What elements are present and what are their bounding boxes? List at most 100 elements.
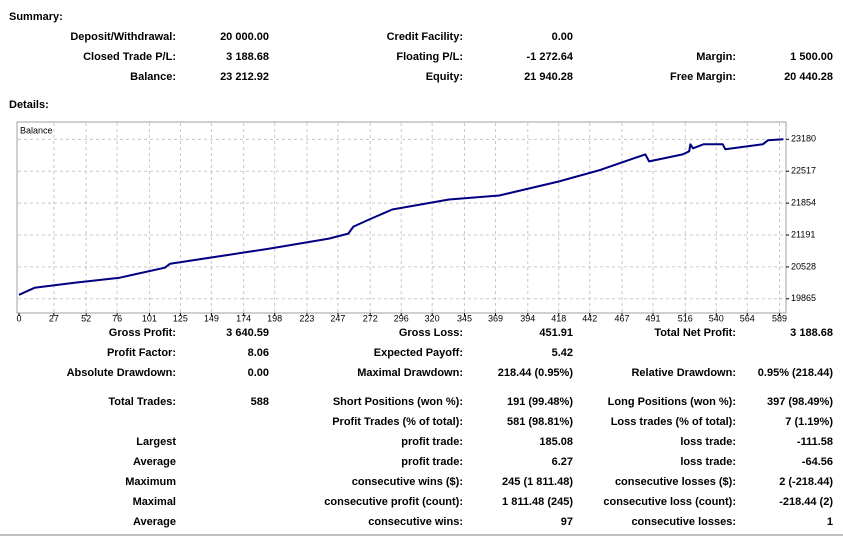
x-tick-label: 125 xyxy=(173,313,188,323)
balance-line xyxy=(18,138,784,296)
stat-value: -1 272.64 xyxy=(527,51,574,63)
x-tick-label: 540 xyxy=(709,313,724,323)
details-title: Details: xyxy=(9,99,49,111)
stat-label: Maximal Drawdown: xyxy=(357,367,463,379)
stat-label: Closed Trade P/L: xyxy=(83,51,176,63)
stat-value: 6.27 xyxy=(552,456,573,468)
x-tick-label: 589 xyxy=(772,313,787,323)
stat-value: 185.08 xyxy=(539,436,573,448)
summary-title: Summary: xyxy=(9,11,63,23)
stat-label: consecutive losses: xyxy=(631,516,736,528)
stat-label: consecutive profit (count): xyxy=(324,496,463,508)
stat-value: 0.95% (218.44) xyxy=(758,367,834,379)
stat-label: Profit Factor: xyxy=(107,347,176,359)
stat-label: Long Positions (won %): xyxy=(608,396,736,408)
stat-value: 2 (-218.44) xyxy=(779,476,833,488)
stat-value: 20 000.00 xyxy=(220,31,269,43)
x-tick-label: 394 xyxy=(520,313,535,323)
stat-value: 245 (1 811.48) xyxy=(502,476,573,488)
stat-value: 97 xyxy=(561,516,573,528)
stat-label: Credit Facility: xyxy=(387,31,463,43)
x-tick-label: 516 xyxy=(678,313,693,323)
x-tick-label: 467 xyxy=(614,313,629,323)
x-tick-label: 149 xyxy=(204,313,219,323)
y-tick-label: 21191 xyxy=(791,229,815,239)
stat-label: loss trade: xyxy=(680,456,736,468)
stat-label: Balance: xyxy=(130,71,176,83)
stat-label: Absolute Drawdown: xyxy=(67,367,176,379)
stat-label: Relative Drawdown: xyxy=(631,367,736,379)
x-tick-label: 198 xyxy=(267,313,282,323)
stat-label: Margin: xyxy=(696,51,736,63)
stat-label: Largest xyxy=(136,436,176,448)
stat-value: 191 (99.48%) xyxy=(507,396,573,408)
chart-title: Balance xyxy=(20,125,53,135)
stat-label: Floating P/L: xyxy=(396,51,463,63)
x-tick-label: 418 xyxy=(551,313,566,323)
stat-label: consecutive loss (count): xyxy=(603,496,736,508)
x-tick-label: 223 xyxy=(299,313,314,323)
stat-value: 1 811.48 (245) xyxy=(502,496,573,508)
stat-value: 3 640.59 xyxy=(226,327,269,339)
stat-label: Gross Profit: xyxy=(109,327,176,339)
x-tick-label: 564 xyxy=(740,313,755,323)
stat-label: Maximal xyxy=(133,496,176,508)
x-tick-label: 296 xyxy=(394,313,409,323)
x-tick-label: 320 xyxy=(425,313,440,323)
stat-value: 8.06 xyxy=(248,347,269,359)
x-tick-label: 101 xyxy=(142,313,157,323)
stat-label: Profit Trades (% of total): xyxy=(332,416,463,428)
stat-value: 3 188.68 xyxy=(790,327,833,339)
x-tick-label: 174 xyxy=(236,313,251,323)
stat-label: consecutive wins: xyxy=(368,516,463,528)
stat-value: 1 xyxy=(827,516,833,528)
y-tick-label: 20528 xyxy=(791,261,816,271)
stat-value: 7 (1.19%) xyxy=(785,416,833,428)
stat-value: -111.58 xyxy=(797,436,833,448)
x-tick-label: 272 xyxy=(363,313,378,323)
stat-value: 451.91 xyxy=(539,327,573,339)
stat-label: Loss trades (% of total): xyxy=(611,416,736,428)
stat-label: Free Margin: xyxy=(670,71,736,83)
x-tick-label: 442 xyxy=(582,313,597,323)
stat-label: Maximum xyxy=(125,476,176,488)
chart-frame xyxy=(16,121,787,314)
x-tick-label: 491 xyxy=(645,313,660,323)
stat-label: consecutive losses ($): xyxy=(615,476,736,488)
stat-value: -218.44 (2) xyxy=(779,496,833,508)
stat-label: Short Positions (won %): xyxy=(333,396,463,408)
stat-label: Average xyxy=(133,516,176,528)
stat-value: 1 500.00 xyxy=(790,51,833,63)
stat-label: Total Trades: xyxy=(108,396,176,408)
x-tick-label: 27 xyxy=(49,313,59,323)
stat-label: Equity: xyxy=(426,71,463,83)
stat-value: -64.56 xyxy=(802,456,833,468)
stat-value: 20 440.28 xyxy=(784,71,833,83)
stat-label: Gross Loss: xyxy=(399,327,463,339)
stat-value: 23 212.92 xyxy=(220,71,269,83)
x-tick-label: 0 xyxy=(16,313,21,323)
x-tick-label: 369 xyxy=(488,313,503,323)
y-tick-label: 21854 xyxy=(791,197,816,207)
x-tick-label: 76 xyxy=(112,313,122,323)
y-tick-label: 23180 xyxy=(791,134,816,144)
stat-label: Expected Payoff: xyxy=(374,347,463,359)
stat-value: 3 188.68 xyxy=(226,51,269,63)
stat-label: profit trade: xyxy=(401,456,463,468)
stat-label: consecutive wins ($): xyxy=(352,476,463,488)
stat-value: 218.44 (0.95%) xyxy=(498,367,574,379)
x-tick-label: 345 xyxy=(457,313,472,323)
stat-value: 21 940.28 xyxy=(524,71,573,83)
stat-value: 0.00 xyxy=(248,367,269,379)
stat-label: Average xyxy=(133,456,176,468)
stat-label: loss trade: xyxy=(680,436,736,448)
x-tick-label: 247 xyxy=(330,313,345,323)
stat-value: 581 (98.81%) xyxy=(507,416,573,428)
stat-label: Deposit/Withdrawal: xyxy=(70,31,176,43)
y-tick-label: 19865 xyxy=(791,293,816,303)
stat-value: 397 (98.49%) xyxy=(767,396,833,408)
stat-label: Total Net Profit: xyxy=(654,327,736,339)
x-tick-label: 52 xyxy=(81,313,91,323)
